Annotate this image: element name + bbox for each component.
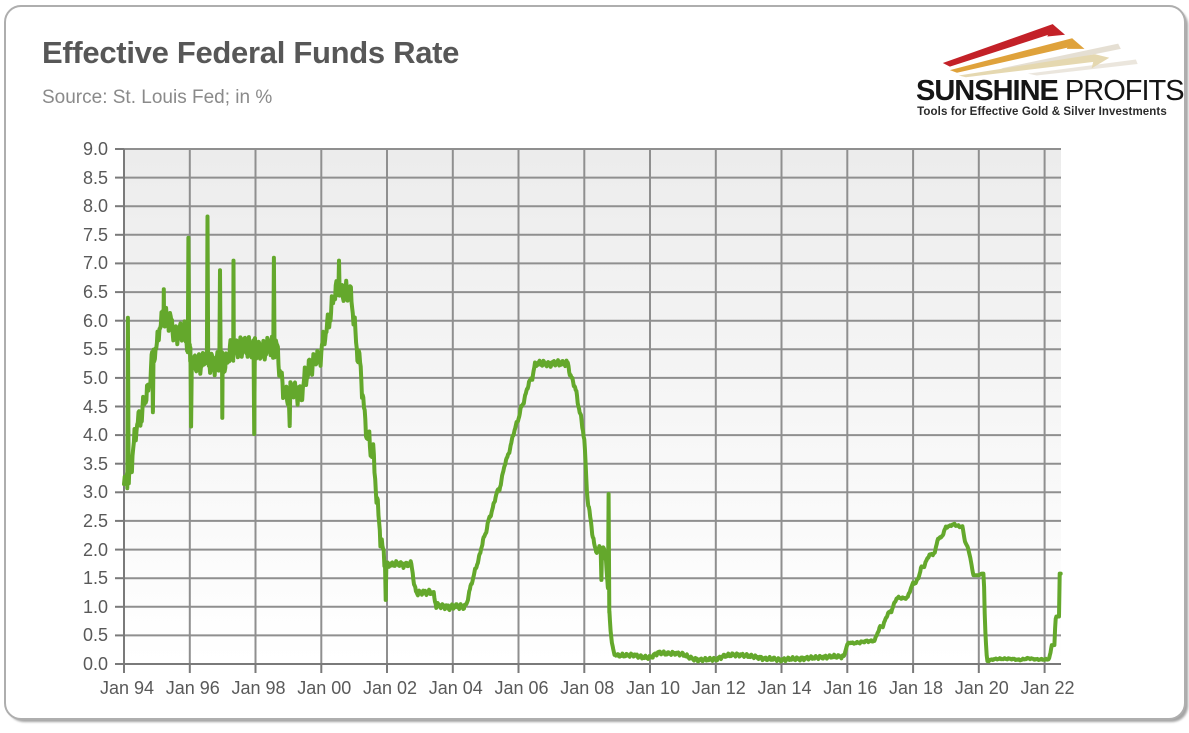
logo-name: SUNSHINE PROFITS <box>916 75 1185 108</box>
axis-ticks <box>115 148 1046 673</box>
x-tick-label: Jan 08 <box>560 678 615 698</box>
y-tick-label: 6.5 <box>82 282 108 303</box>
y-tick-label: 6.0 <box>82 310 108 331</box>
x-tick-label: Jan 10 <box>626 678 681 698</box>
x-tick-label: Jan 12 <box>691 678 746 698</box>
ray-red <box>942 24 1060 67</box>
x-tick-label: Jan 14 <box>757 678 812 698</box>
y-tick-label: 1.5 <box>82 568 108 589</box>
y-tick-label: 5.0 <box>82 367 108 388</box>
ray-red-tip <box>1047 24 1066 37</box>
ray-cream <box>958 54 1099 78</box>
rate-line <box>122 214 1063 664</box>
y-tick-label: 3.0 <box>82 482 108 503</box>
y-tick-label: 2.0 <box>82 539 108 560</box>
y-tick-label: 4.0 <box>82 425 108 446</box>
y-tick-label: 0.5 <box>82 625 108 646</box>
y-tick-label: 1.0 <box>82 596 108 617</box>
x-tick-label: Jan 96 <box>165 678 220 698</box>
x-tick-label: Jan 00 <box>297 678 352 698</box>
ray-gold-tip <box>1066 38 1085 49</box>
y-tick-label: 8.0 <box>82 196 108 217</box>
x-tick-label: Jan 06 <box>494 678 549 698</box>
y-tick-label: 8.5 <box>82 167 108 188</box>
y-tick-label: 2.5 <box>82 510 108 531</box>
x-tick-label: Jan 02 <box>362 678 418 698</box>
y-tick-label: 7.0 <box>82 253 108 274</box>
logo-tagline: Tools for Effective Gold & Silver Invest… <box>917 106 1167 118</box>
x-tick-label: Jan 94 <box>99 678 155 698</box>
page-title: Effective Federal Funds Rate <box>42 35 460 70</box>
chart-canvas <box>115 148 1063 673</box>
logo-name-bold: SUNSHINE <box>916 75 1059 107</box>
ray-shadow-1 <box>1001 43 1121 72</box>
x-tick-label: Jan 20 <box>954 678 1009 698</box>
sunshine-profits-logo: SUNSHINE PROFITS Tools for Effective Gol… <box>916 17 1185 123</box>
x-tick-label: Jan 16 <box>823 678 878 698</box>
x-tick-label: Jan 22 <box>1020 678 1075 698</box>
axis-lines <box>123 149 1061 665</box>
logo-name-light: PROFITS <box>1057 75 1185 107</box>
ray-cream-tip <box>1091 54 1110 69</box>
ray-shadow-2 <box>1027 59 1138 76</box>
x-tick-label: Jan 98 <box>231 678 286 698</box>
x-tick-label: Jan 04 <box>428 678 483 698</box>
x-tick-label: Jan 18 <box>889 678 944 698</box>
ray-gold <box>949 38 1078 73</box>
source-note: Source: St. Louis Fed; in % <box>42 87 273 108</box>
y-tick-label: 3.5 <box>82 453 108 474</box>
chart-card: Effective Federal Funds Rate Source: St.… <box>4 5 1186 720</box>
y-tick-label: 7.5 <box>82 224 108 245</box>
y-tick-label: 4.5 <box>82 396 108 417</box>
y-tick-label: 9.0 <box>82 139 108 159</box>
y-tick-label: 5.5 <box>82 339 108 360</box>
y-tick-label: 0.0 <box>82 654 108 674</box>
sunburst-rays-icon <box>942 24 1138 78</box>
